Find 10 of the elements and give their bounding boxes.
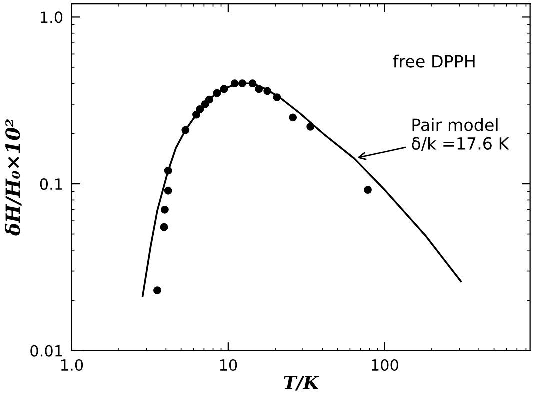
y-tick-label: 1.0 [41, 12, 63, 24]
x-tick-label: 1.0 [61, 359, 84, 372]
x-tick-label: 10 [220, 359, 238, 372]
y-tick-label: 0.01 [30, 345, 62, 357]
y-tick-label: 0.1 [40, 178, 62, 190]
annotation: free DPPH [393, 54, 475, 68]
x-axis-title: T/K [284, 376, 320, 391]
y-axis-title: δH/H₀×10² [5, 120, 22, 236]
x-tick-label: 100 [372, 359, 398, 372]
annotation: Pair model δ/k =17.6 K [412, 118, 510, 152]
